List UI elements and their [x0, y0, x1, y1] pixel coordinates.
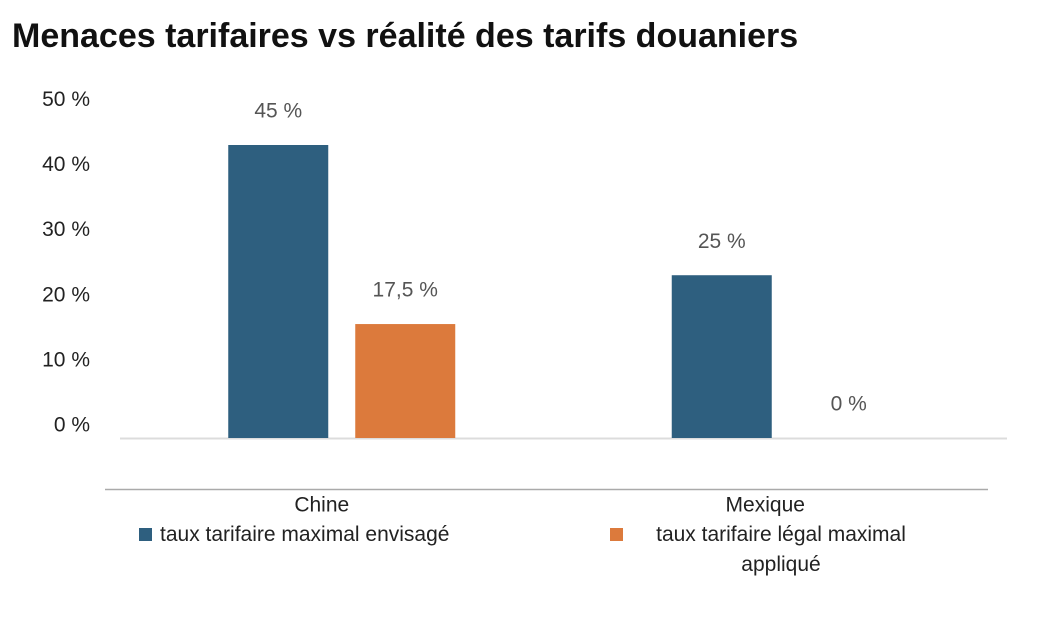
x-tick-label: Mexique [726, 494, 805, 517]
value-label: 25 % [698, 230, 746, 253]
bar [228, 145, 329, 438]
y-tick-label: 20 % [42, 283, 90, 306]
y-tick-label: 10 % [42, 348, 90, 371]
legend-label: taux tarifaire maximal envisagé [160, 523, 450, 546]
value-label: 45 % [254, 100, 302, 123]
value-label: 17,5 % [373, 279, 438, 302]
legend-swatch [139, 528, 152, 541]
y-tick-label: 50 % [42, 88, 90, 111]
chart-title: Menaces tarifaires vs réalité des tarifs… [12, 17, 798, 55]
x-tick-label: Chine [294, 494, 349, 517]
y-tick-label: 0 % [54, 414, 90, 437]
value-label: 0 % [831, 393, 867, 416]
legend-label: taux tarifaire légal maximal appliqué [656, 523, 906, 576]
y-tick-label: 40 % [42, 153, 90, 176]
bar [355, 324, 456, 438]
y-tick-label: 30 % [42, 218, 90, 241]
bar [671, 275, 772, 438]
legend-swatch [610, 528, 623, 541]
